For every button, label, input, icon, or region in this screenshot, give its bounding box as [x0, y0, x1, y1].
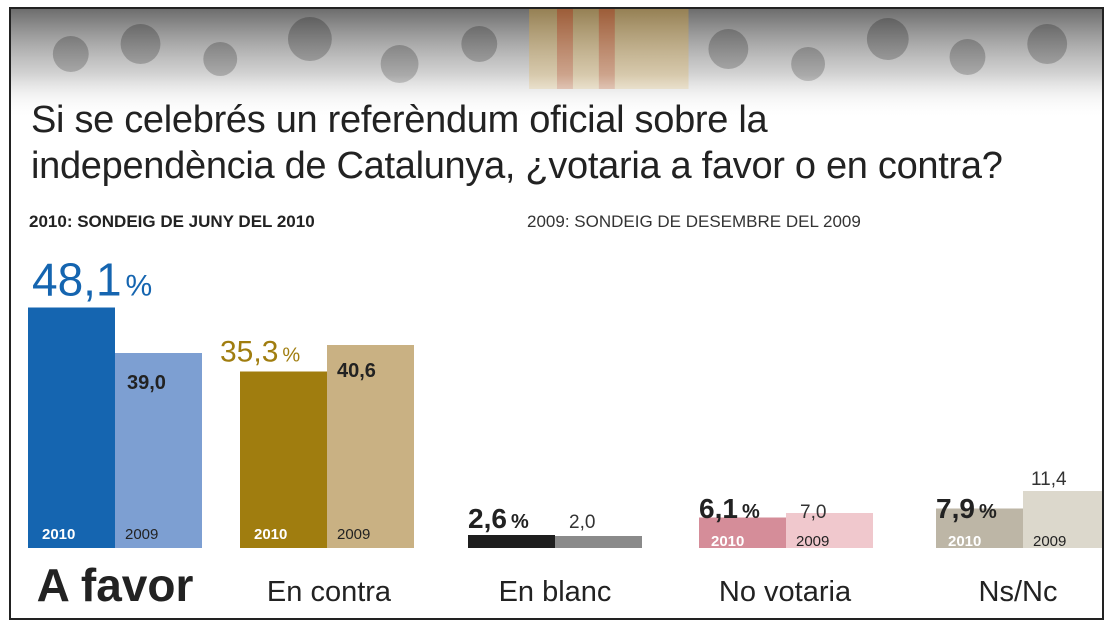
bar-2010-no-votaria: [699, 517, 786, 548]
bar-2009-en-contra: [327, 345, 414, 548]
subtitle-2010-survey: 2010: SONDEIG DE JUNY DEL 2010: [29, 212, 315, 231]
bar-2010-en-contra: [240, 371, 327, 548]
value-2009-en-contra: 40,6: [337, 360, 376, 382]
bar-tag-2010-en-contra: 2010: [254, 526, 287, 543]
value-2010-no-votaria: 6,1%: [699, 493, 760, 524]
value-2009-ns-nc: 11,4: [1031, 469, 1067, 490]
chart-title: Si se celebrés un referèndum oficial sob…: [31, 97, 1003, 189]
bar-2010-en-blanc: [468, 535, 555, 548]
value-2009-en-blanc: 2,0: [569, 512, 595, 533]
bar-tag-2009-a-favor: 2009: [125, 526, 158, 543]
category-label-en-contra: En contra: [267, 576, 392, 608]
crowd-photo-banner: [11, 9, 1102, 119]
value-2010-a-favor: 48,1%: [32, 254, 152, 306]
bar-tag-2009-no-votaria: 2009: [796, 533, 829, 550]
bar-tag-2010-no-votaria: 2010: [711, 533, 744, 550]
chart-title-line-1: Si se celebrés un referèndum oficial sob…: [31, 99, 768, 141]
category-label-en-blanc: En blanc: [499, 576, 612, 608]
value-2010-ns-nc: 7,9%: [936, 493, 997, 524]
category-label-no-votaria: No votaria: [719, 576, 852, 608]
bar-chart: 2010 2009 48,1 % 39,0 A favor 2010 2009 35,3 % 40,…: [28, 254, 1102, 611]
bar-tag-2010-a-favor: 2010: [42, 526, 75, 543]
bar-2009-a-favor: [115, 353, 202, 548]
bar-2009-ns-nc: [1023, 491, 1102, 548]
chart-title-line-2: independència de Catalunya, ¿votaria a f…: [31, 145, 1003, 187]
value-2009-a-favor: 39,0: [127, 372, 166, 394]
subtitle-2009-survey: 2009: SONDEIG DE DESEMBRE DEL 2009: [527, 212, 861, 231]
bar-tag-2009-en-contra: 2009: [337, 526, 370, 543]
bar-tag-2009-ns-nc: 2009: [1033, 533, 1066, 550]
category-label-a-favor: A favor: [37, 559, 194, 611]
value-2009-no-votaria: 7,0: [800, 502, 826, 523]
category-label-ns-nc: Ns/Nc: [979, 576, 1058, 608]
bar-tag-2010-ns-nc: 2010: [948, 533, 981, 550]
bar-2009-no-votaria: [786, 513, 873, 548]
bar-2010-a-favor: [28, 307, 115, 548]
chart-frame: Si se celebrés un referèndum oficial sob…: [9, 7, 1104, 620]
bar-2009-en-blanc: [555, 536, 642, 548]
value-2010-en-blanc: 2,6%: [468, 503, 529, 534]
bar-2010-ns-nc: [936, 508, 1023, 548]
value-2010-en-contra: 35,3%: [220, 336, 300, 369]
